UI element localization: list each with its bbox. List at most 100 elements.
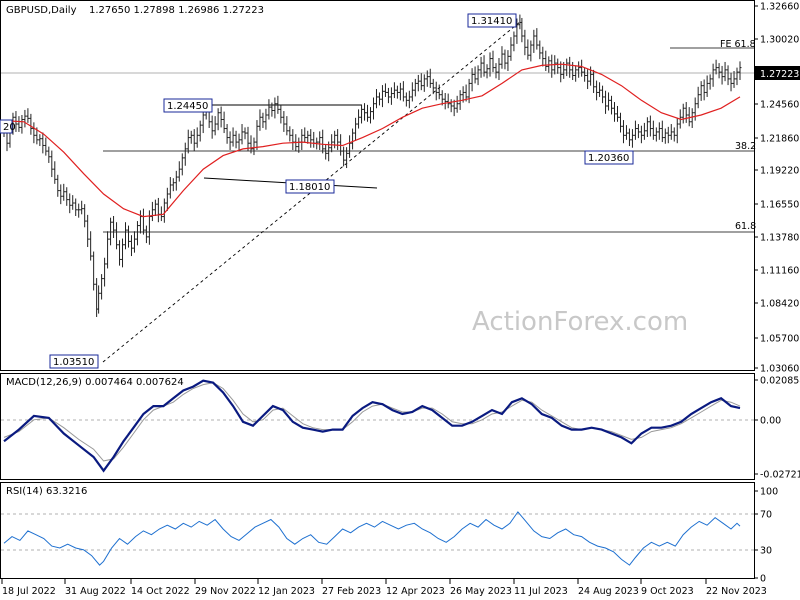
price-bar <box>687 107 691 127</box>
time-axis: 18 Jul 2022 31 Aug 2022 14 Oct 2022 29 Nov … <box>1 579 767 597</box>
price-bar <box>150 201 154 222</box>
price-bar <box>165 187 169 211</box>
price-bar <box>723 61 727 82</box>
price-bar <box>425 70 429 87</box>
price-bar <box>219 106 223 128</box>
price-bar <box>509 37 513 61</box>
price-bar <box>231 127 235 147</box>
price-bar <box>65 187 69 206</box>
price-bar <box>416 74 420 92</box>
price-bar <box>23 109 27 128</box>
price-tick-label: 1.03060 <box>760 364 799 375</box>
price-bar <box>485 64 489 79</box>
fib-label: 38.2 <box>735 141 756 152</box>
price-bar <box>177 161 181 182</box>
price-bar <box>192 129 196 152</box>
price-bar <box>732 70 736 88</box>
price-bar <box>124 222 128 250</box>
price-bar <box>342 146 346 167</box>
price-bar <box>401 81 405 102</box>
price-bar <box>559 61 563 83</box>
price-bar <box>29 113 33 135</box>
time-tick-label: 9 Oct 2023 <box>641 586 694 597</box>
price-bar <box>357 109 361 129</box>
price-bar <box>132 231 136 253</box>
price-bar <box>261 112 265 128</box>
price-bar <box>222 111 226 134</box>
price-bar <box>135 221 139 246</box>
price-bars <box>2 14 742 317</box>
price-bar <box>684 102 688 123</box>
time-tick-label: 31 Aug 2022 <box>65 586 126 597</box>
price-bar <box>443 92 447 110</box>
current-price-badge <box>755 66 800 80</box>
price-bar <box>71 195 75 210</box>
price-bar <box>377 92 381 106</box>
price-bar <box>598 82 602 97</box>
price-bar <box>497 58 501 81</box>
price-bar <box>720 65 724 85</box>
price-bar <box>279 104 283 124</box>
price-bar <box>488 52 492 77</box>
price-bar <box>59 184 63 205</box>
macd-axis: 0.020858 0.00 -0.027213 <box>754 376 800 481</box>
price-tick-label: 1.11160 <box>760 266 799 277</box>
annotation-label: 1.31410 <box>471 16 512 27</box>
price-bar <box>38 134 42 147</box>
price-bar <box>386 87 390 104</box>
price-bar <box>360 104 364 124</box>
macd-tick-label: -0.027213 <box>760 470 800 481</box>
time-tick-label: 22 Nov 2023 <box>706 586 767 597</box>
price-annotation: 1.24450 <box>163 98 213 113</box>
price-bar <box>380 85 384 108</box>
time-tick-label: 18 Jul 2022 <box>2 586 56 597</box>
price-tick-label: 1.32660 <box>760 2 799 13</box>
price-bar <box>171 178 175 192</box>
watermark: ActionForex.com <box>472 307 688 337</box>
price-bar <box>410 82 414 102</box>
price-bar <box>532 29 536 53</box>
price-bar <box>56 174 60 197</box>
price-bar <box>500 46 504 69</box>
annotation-label: 1.20360 <box>588 153 629 164</box>
current-price-text: 1.27223 <box>760 69 799 80</box>
price-bar <box>77 203 81 218</box>
price-bar <box>118 240 122 266</box>
price-bar <box>440 90 444 106</box>
annotation-label: 1.18010 <box>289 182 330 193</box>
price-bar <box>604 90 608 114</box>
price-bar <box>479 56 483 78</box>
price-bar <box>613 102 617 122</box>
price-bar <box>183 142 187 166</box>
price-bar <box>267 99 271 120</box>
price-bar <box>491 50 495 73</box>
price-bar <box>112 215 116 238</box>
time-tick-label: 27 Feb 2023 <box>322 586 381 597</box>
price-bar <box>282 111 286 132</box>
price-bar <box>249 135 253 154</box>
price-bar <box>309 129 313 148</box>
price-bar <box>115 222 119 250</box>
price-bar <box>44 137 48 156</box>
price-tick-label: 1.24560 <box>760 100 799 111</box>
price-bar <box>195 127 199 148</box>
price-bar <box>464 84 468 102</box>
price-bar <box>17 116 21 132</box>
price-panel <box>0 0 755 371</box>
price-bar <box>246 126 250 152</box>
moving-average-line <box>3 63 741 218</box>
price-bar <box>523 29 527 56</box>
price-bar <box>288 126 292 142</box>
price-bar <box>264 108 268 130</box>
price-bar <box>330 134 334 153</box>
price-bar <box>186 129 190 154</box>
price-bar <box>306 130 310 144</box>
price-bar <box>404 92 408 107</box>
macd-label: MACD(12,26,9) 0.007464 0.007624 <box>6 377 184 388</box>
price-bar <box>74 198 78 216</box>
price-bar <box>243 127 247 140</box>
price-tick-label: 1.21860 <box>760 134 799 145</box>
price-tick-label: 1.08420 <box>760 299 799 310</box>
price-bar <box>642 122 646 140</box>
